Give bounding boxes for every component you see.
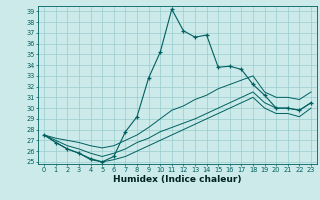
X-axis label: Humidex (Indice chaleur): Humidex (Indice chaleur)	[113, 175, 242, 184]
